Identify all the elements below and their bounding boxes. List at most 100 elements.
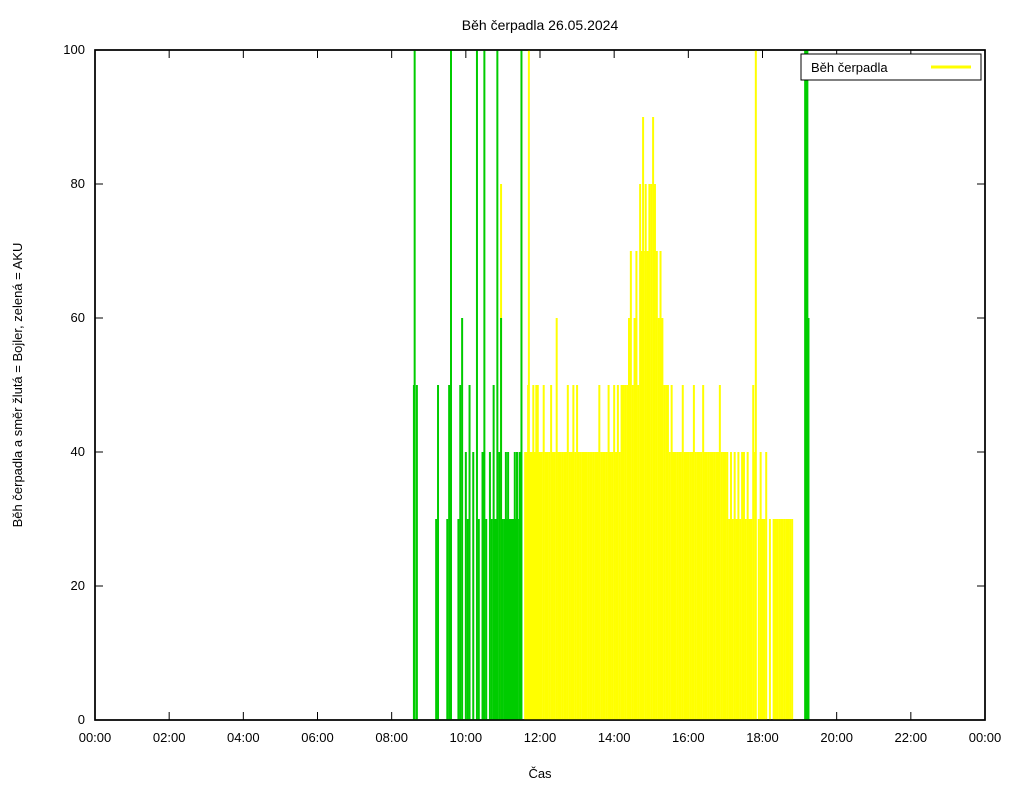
data-bar	[671, 385, 673, 720]
data-bar	[448, 385, 450, 720]
data-bar	[726, 452, 728, 720]
y-axis-label: Běh čerpadla a směr žlutá = Bojler, zele…	[10, 243, 25, 528]
data-bar	[661, 318, 663, 720]
data-bar	[491, 519, 493, 720]
data-bar	[708, 452, 710, 720]
y-tick-label: 100	[63, 42, 85, 57]
data-bar	[548, 452, 550, 720]
data-bar	[637, 385, 639, 720]
data-bar	[520, 50, 522, 720]
data-bar	[578, 452, 580, 720]
data-bar	[446, 519, 448, 720]
data-bar	[730, 452, 732, 720]
data-bar	[604, 452, 606, 720]
data-bar	[628, 318, 630, 720]
x-tick-label: 18:00	[746, 730, 779, 745]
data-bar	[561, 452, 563, 720]
x-tick-label: 06:00	[301, 730, 334, 745]
data-bar	[669, 452, 671, 720]
data-bar	[619, 452, 621, 720]
data-bar	[572, 385, 574, 720]
data-bar	[483, 50, 485, 720]
data-bar	[593, 452, 595, 720]
data-bar	[589, 452, 591, 720]
data-bar	[693, 385, 695, 720]
data-bar	[608, 385, 610, 720]
chart-svg: Běh čerpadla 26.05.2024 Běh čerpadla a sm…	[0, 0, 1024, 800]
data-bar	[762, 519, 764, 720]
data-bar	[752, 385, 754, 720]
data-bar	[587, 452, 589, 720]
data-bar	[559, 452, 561, 720]
data-bar	[437, 385, 439, 720]
data-bar	[755, 50, 757, 720]
data-bar	[697, 452, 699, 720]
data-bar	[476, 50, 478, 720]
data-bar	[465, 452, 467, 720]
data-bar	[715, 452, 717, 720]
data-bar	[567, 385, 569, 720]
data-bar	[596, 452, 598, 720]
data-bar	[546, 452, 548, 720]
chart-container: Běh čerpadla 26.05.2024 Běh čerpadla a sm…	[0, 0, 1024, 800]
data-bar	[723, 452, 725, 720]
data-bar	[807, 318, 809, 720]
y-tick-label: 80	[71, 176, 85, 191]
data-bar	[580, 452, 582, 720]
data-bar	[780, 519, 782, 720]
data-bar	[472, 452, 474, 720]
data-bar	[717, 452, 719, 720]
data-bar	[791, 519, 793, 720]
data-bar	[632, 385, 634, 720]
data-bar	[621, 385, 623, 720]
data-bar	[613, 385, 615, 720]
data-bar	[778, 519, 780, 720]
x-tick-label: 02:00	[153, 730, 186, 745]
data-bar	[639, 184, 641, 720]
data-bar	[500, 318, 502, 720]
data-bar	[571, 452, 573, 720]
legend-label: Běh čerpadla	[811, 60, 888, 75]
data-bar	[489, 452, 491, 720]
data-bar	[556, 318, 558, 720]
data-bar	[457, 519, 459, 720]
data-bar	[585, 452, 587, 720]
x-tick-label: 12:00	[524, 730, 557, 745]
data-bar	[558, 452, 560, 720]
data-bar	[665, 385, 667, 720]
x-tick-label: 04:00	[227, 730, 260, 745]
data-bar	[635, 251, 637, 720]
data-bar	[519, 452, 521, 720]
data-bar	[600, 452, 602, 720]
data-bar	[606, 452, 608, 720]
chart-title: Běh čerpadla 26.05.2024	[462, 17, 619, 33]
data-bar	[787, 519, 789, 720]
x-tick-label: 20:00	[820, 730, 853, 745]
x-tick-label: 00:00	[969, 730, 1002, 745]
data-bar	[706, 452, 708, 720]
data-bar	[685, 452, 687, 720]
x-tick-label: 00:00	[79, 730, 112, 745]
data-bar	[495, 519, 497, 720]
data-bar	[736, 519, 738, 720]
data-bar	[630, 251, 632, 720]
y-tick-label: 0	[78, 712, 85, 727]
x-tick-label: 10:00	[450, 730, 483, 745]
data-bar	[565, 452, 567, 720]
data-bar	[749, 519, 751, 720]
data-bar	[769, 519, 771, 720]
data-bar	[689, 452, 691, 720]
data-bar	[765, 452, 767, 720]
data-bar	[615, 452, 617, 720]
data-bar	[711, 452, 713, 720]
data-bar	[667, 385, 669, 720]
data-bar	[517, 519, 519, 720]
data-bar	[496, 50, 498, 720]
data-bar	[554, 452, 556, 720]
data-bar	[702, 385, 704, 720]
data-bar	[469, 385, 471, 720]
data-bar	[786, 519, 788, 720]
data-bar	[602, 452, 604, 720]
data-bar	[789, 519, 791, 720]
x-axis-label: Čas	[528, 766, 552, 781]
